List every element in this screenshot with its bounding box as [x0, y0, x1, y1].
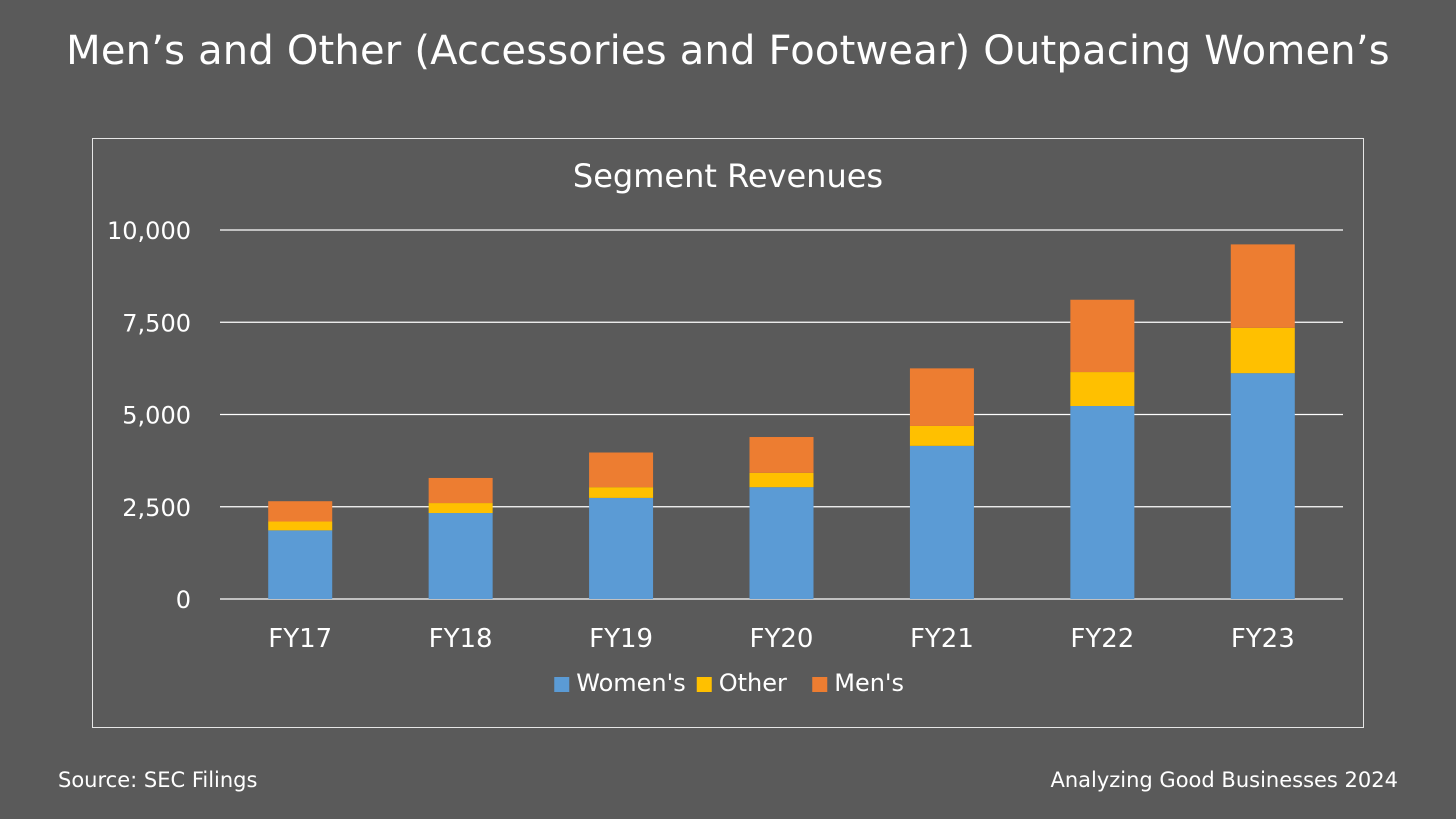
chart-title: Segment Revenues — [573, 157, 883, 195]
bar-segment — [268, 530, 333, 599]
bar-segment — [428, 503, 493, 514]
y-tick-label: 5,000 — [122, 402, 191, 430]
bar-segment — [909, 445, 974, 599]
source-note: Source: SEC Filings — [58, 768, 258, 792]
bar-segment — [589, 487, 654, 498]
gridlines — [220, 229, 1343, 600]
legend-label: Women's — [576, 669, 685, 697]
bar-segment — [1070, 372, 1135, 407]
y-tick-label: 10,000 — [107, 217, 191, 245]
legend-label: Men's — [834, 669, 904, 697]
x-axis-ticks: FY17 FY18 FY19 FY20 FY21 FY22 FY23 — [268, 624, 1294, 654]
legend-label: Other — [719, 669, 787, 697]
x-tick-label: FY19 — [589, 624, 653, 654]
x-tick-label: FY22 — [1070, 624, 1134, 654]
bar-segment — [589, 452, 654, 488]
legend-swatch — [696, 677, 712, 692]
bar-segment — [749, 437, 814, 473]
y-tick-label: 7,500 — [122, 309, 191, 337]
x-tick-label: FY18 — [429, 624, 493, 654]
y-tick-label: 0 — [176, 586, 191, 614]
bar-segment — [268, 501, 333, 522]
credit-note: Analyzing Good Businesses 2024 — [1050, 768, 1398, 792]
bar-segment — [1070, 299, 1135, 373]
y-axis-ticks: 0 2,500 5,000 7,500 10,000 — [107, 217, 191, 614]
bar-segment — [1230, 327, 1295, 374]
bar-segment — [749, 472, 814, 488]
bar-segment — [428, 477, 493, 504]
bar-segment — [749, 487, 814, 599]
legend-swatch — [812, 677, 828, 692]
bar-segment — [428, 513, 493, 599]
x-tick-label: FY20 — [750, 624, 814, 654]
bar-segment — [909, 425, 974, 446]
legend-swatch — [554, 677, 570, 692]
bar-segment — [1230, 373, 1295, 599]
bar-segment — [589, 497, 654, 599]
legend: Women's Other Men's — [554, 669, 904, 697]
y-tick-label: 2,500 — [122, 494, 191, 522]
bar-segment — [268, 521, 333, 531]
x-tick-label: FY21 — [910, 624, 974, 654]
x-tick-label: FY23 — [1231, 624, 1295, 654]
bar-segment — [909, 368, 974, 426]
x-tick-label: FY17 — [268, 624, 332, 654]
segment-revenues-chart: Segment Revenues 02,5005,0007,50010,000 … — [107, 157, 1343, 697]
page-title: Men’s and Other (Accessories and Footwea… — [66, 28, 1390, 74]
chart-frame: Segment Revenues 0 2,500 5,000 7,500 10,000 … — [92, 138, 1364, 728]
bar-segment — [1230, 244, 1295, 328]
bar-segment — [1070, 406, 1135, 599]
bars — [268, 244, 1295, 599]
